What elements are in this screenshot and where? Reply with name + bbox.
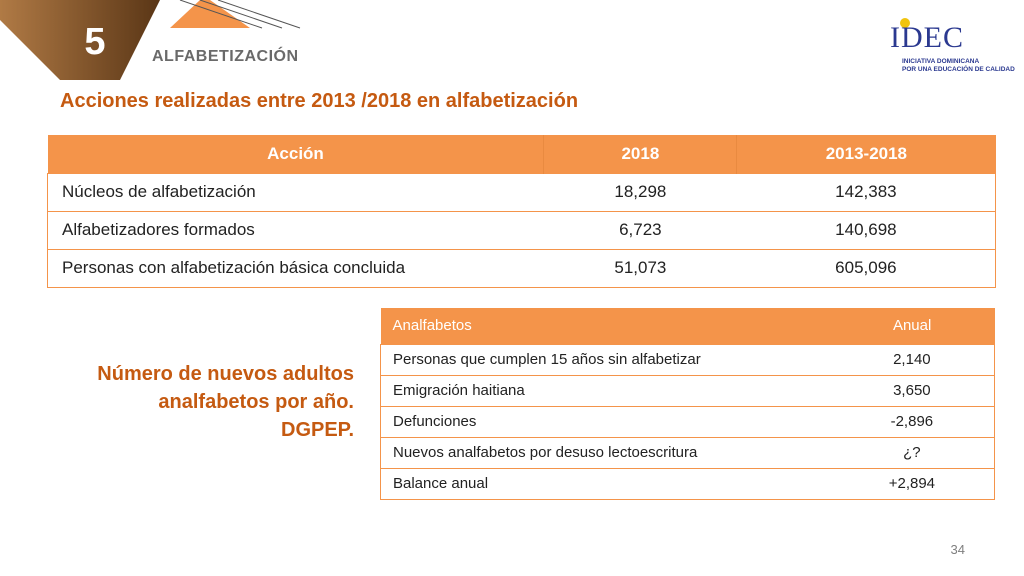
column-header-analfabetos: Analfabetos bbox=[380, 308, 830, 344]
row-value: 2,140 bbox=[829, 343, 995, 376]
row-label: Balance anual bbox=[379, 467, 830, 500]
idec-logo: IDEC INICIATIVA DOMINICANA POR UNA EDUCA… bbox=[890, 18, 1015, 74]
row-label: Nuevos analfabetos por desuso lectoescri… bbox=[379, 436, 830, 469]
logo-line-2: POR UNA EDUCACIÓN DE CALIDAD bbox=[902, 66, 1015, 73]
row-label: Emigración haitiana bbox=[379, 374, 830, 407]
table-row: Nuevos analfabetos por desuso lectoescri… bbox=[379, 436, 995, 469]
row-value: +2,894 bbox=[829, 467, 995, 500]
side-caption: Número de nuevos adultos analfabetos por… bbox=[40, 360, 354, 444]
row-label: Defunciones bbox=[379, 405, 830, 438]
table-row: Núcleos de alfabetización 18,298 142,383 bbox=[46, 172, 996, 212]
table-header-row: Acción 2018 2013-2018 bbox=[47, 135, 996, 173]
row-label: Alfabetizadores formados bbox=[46, 210, 544, 250]
value-2013-2018: 140,698 bbox=[736, 210, 996, 250]
caption-line-3: DGPEP. bbox=[281, 419, 354, 441]
table-row: Defunciones -2,896 bbox=[379, 405, 995, 438]
row-value: 3,650 bbox=[829, 374, 995, 407]
section-title: ALFABETIZACIÓN bbox=[152, 48, 299, 65]
value-2013-2018: 605,096 bbox=[736, 248, 996, 288]
logo-line-1: INICIATIVA DOMINICANA bbox=[902, 58, 980, 65]
logo-mark: IDEC bbox=[890, 21, 964, 54]
row-label: Personas con alfabetización básica concl… bbox=[46, 248, 544, 288]
column-header-2018: 2018 bbox=[543, 135, 738, 173]
value-2018: 18,298 bbox=[543, 172, 737, 212]
value-2018: 6,723 bbox=[543, 210, 737, 250]
table-row: Emigración haitiana 3,650 bbox=[379, 374, 995, 407]
column-header-2013-2018: 2013-2018 bbox=[736, 135, 996, 173]
value-2018: 51,073 bbox=[543, 248, 737, 288]
table-row: Personas con alfabetización básica concl… bbox=[46, 248, 996, 288]
caption-line-1: Número de nuevos adultos bbox=[97, 363, 354, 385]
logo-dot-icon bbox=[900, 18, 910, 28]
value-2013-2018: 142,383 bbox=[736, 172, 996, 212]
table-row: Alfabetizadores formados 6,723 140,698 bbox=[46, 210, 996, 250]
column-header-accion: Acción bbox=[47, 135, 545, 173]
corner-decoration bbox=[0, 0, 301, 80]
caption-line-2: analfabetos por año. bbox=[158, 391, 354, 413]
page-number: 34 bbox=[950, 542, 965, 557]
row-label: Núcleos de alfabetización bbox=[46, 172, 544, 212]
table-row: Personas que cumplen 15 años sin alfabet… bbox=[379, 343, 995, 376]
row-label: Personas que cumplen 15 años sin alfabet… bbox=[379, 343, 830, 376]
actions-table: Acción 2018 2013-2018 Núcleos de alfabet… bbox=[46, 135, 996, 288]
page-title: Acciones realizadas entre 2013 /2018 en … bbox=[60, 90, 579, 112]
row-value: -2,896 bbox=[829, 405, 995, 438]
column-header-anual: Anual bbox=[829, 308, 995, 344]
illiterates-table: Analfabetos Anual Personas que cumplen 1… bbox=[379, 308, 995, 500]
table-row: Balance anual +2,894 bbox=[379, 467, 995, 500]
table-header-row: Analfabetos Anual bbox=[380, 308, 995, 344]
row-value: ¿? bbox=[829, 436, 995, 469]
section-number: 5 bbox=[84, 21, 106, 63]
